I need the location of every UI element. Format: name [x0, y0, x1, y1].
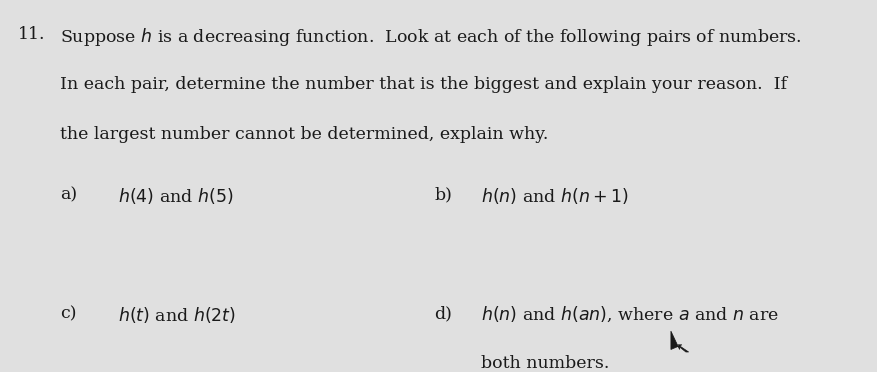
Text: d): d) — [434, 305, 452, 322]
Text: the largest number cannot be determined, explain why.: the largest number cannot be determined,… — [60, 126, 548, 144]
Text: In each pair, determine the number that is the biggest and explain your reason. : In each pair, determine the number that … — [60, 76, 787, 93]
Polygon shape — [671, 331, 688, 352]
Text: $h(n)$ and $h(n+1)$: $h(n)$ and $h(n+1)$ — [481, 186, 628, 206]
Text: c): c) — [60, 305, 76, 322]
Text: both numbers.: both numbers. — [481, 355, 609, 372]
Text: 11.: 11. — [18, 26, 45, 43]
Text: $h(t)$ and $h(2t)$: $h(t)$ and $h(2t)$ — [118, 305, 237, 325]
Text: Suppose $h$ is a decreasing function.  Look at each of the following pairs of nu: Suppose $h$ is a decreasing function. Lo… — [60, 26, 802, 48]
Text: a): a) — [60, 186, 77, 203]
Text: b): b) — [434, 186, 452, 203]
Text: $h(n)$ and $h(an)$, where $a$ and $n$ are: $h(n)$ and $h(an)$, where $a$ and $n$ ar… — [481, 305, 779, 324]
Text: $h(4)$ and $h(5)$: $h(4)$ and $h(5)$ — [118, 186, 234, 206]
